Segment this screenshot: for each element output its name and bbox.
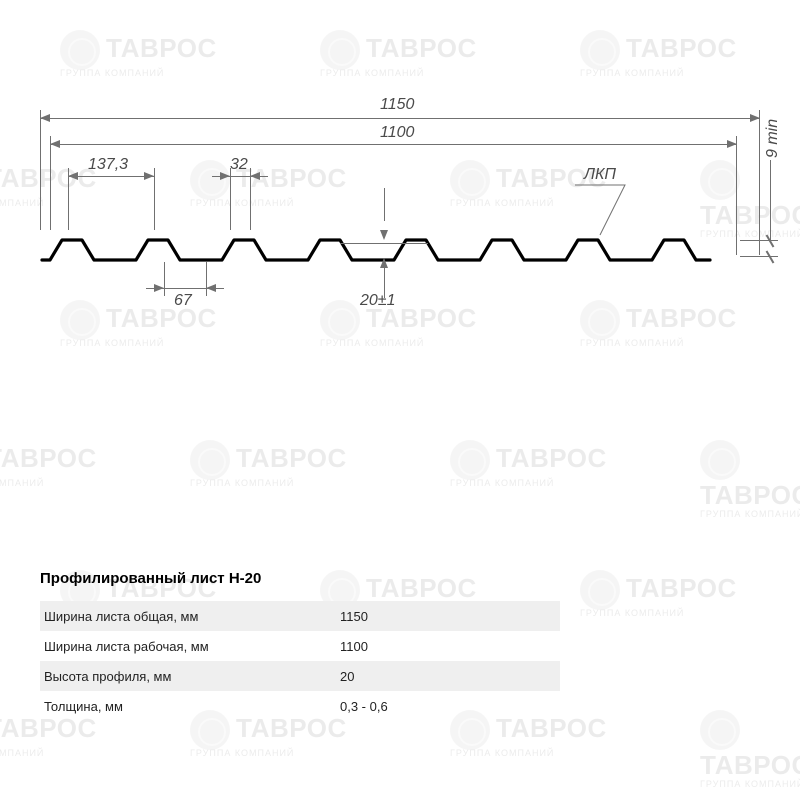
watermark: ТАВРОСГРУППА КОМПАНИЙ [700,440,800,519]
dim-line-1150 [40,118,760,119]
dim-height: 20±1 [360,292,395,310]
spec-row: Толщина, мм0,3 - 0,6 [40,691,560,721]
spec-value: 1150 [340,609,460,624]
watermark: ТАВРОСГРУППА КОМПАНИЙ [450,440,607,488]
spec-value: 1100 [340,639,460,654]
watermark: ТАВРОСГРУППА КОМПАНИЙ [320,30,477,78]
dim-overlap: 9 min [764,119,782,158]
arrow-icon [750,114,760,122]
dim-overall-width: 1150 [380,96,414,114]
arrow-icon [50,140,60,148]
profile-diagram: 1150 1100 137,3 32 67 [40,130,760,340]
lkp-leader [570,180,650,240]
arrow-icon [206,284,216,292]
spec-row: Ширина листа рабочая, мм1100 [40,631,560,661]
spec-value: 20 [340,669,460,684]
dim-9min-bot [740,256,778,257]
ext-line-left-outer [40,110,41,230]
arrow-icon [220,172,230,180]
spec-label: Толщина, мм [40,699,340,714]
spec-label: Высота профиля, мм [40,669,340,684]
dim-line-pitch [68,176,154,177]
watermark: ТАВРОСГРУППА КОМПАНИЙ [0,440,97,488]
dim-9min-top [740,240,778,241]
arrow-icon [68,172,78,180]
specs-title: Профилированный лист Н-20 [40,570,560,587]
watermark: ТАВРОСГРУППА КОМПАНИЙ [580,30,737,78]
ext-line-left-inner [50,136,51,230]
dim-9min-v [770,160,771,240]
watermark: ТАВРОСГРУППА КОМПАНИЙ [700,710,800,789]
specs-table: Профилированный лист Н-20 Ширина листа о… [40,570,560,721]
dim-working-width: 1100 [380,124,414,142]
canvas: ТАВРОСГРУППА КОМПАНИЙ ТАВРОСГРУППА КОМПАН… [0,0,800,800]
dim-coating: ЛКП [584,166,616,184]
ext-line-bg-l [164,262,165,296]
arrow-icon [144,172,154,180]
watermark: ТАВРОСГРУППА КОМПАНИЙ [190,440,347,488]
spec-row: Высота профиля, мм20 [40,661,560,691]
dim-height-hline [340,243,428,244]
arrow-icon [727,140,737,148]
dim-9min-tick1 [766,250,775,263]
dim-line-1100 [50,144,737,145]
spec-label: Ширина листа рабочая, мм [40,639,340,654]
arrow-icon [380,230,388,240]
dim-height-vline-top [384,188,385,221]
arrow-icon [380,258,388,268]
dim-top-width: 32 [230,156,248,174]
profile-svg [40,220,760,280]
dim-bottom-gap: 67 [174,292,192,310]
spec-label: Ширина листа общая, мм [40,609,340,624]
spec-row: Ширина листа общая, мм1150 [40,601,560,631]
arrow-icon [40,114,50,122]
spec-value: 0,3 - 0,6 [340,699,460,714]
arrow-icon [154,284,164,292]
arrow-icon [250,172,260,180]
watermark: ТАВРОСГРУППА КОМПАНИЙ [60,30,217,78]
watermark: ТАВРОСГРУППА КОМПАНИЙ [580,570,737,618]
dim-pitch: 137,3 [88,156,128,174]
